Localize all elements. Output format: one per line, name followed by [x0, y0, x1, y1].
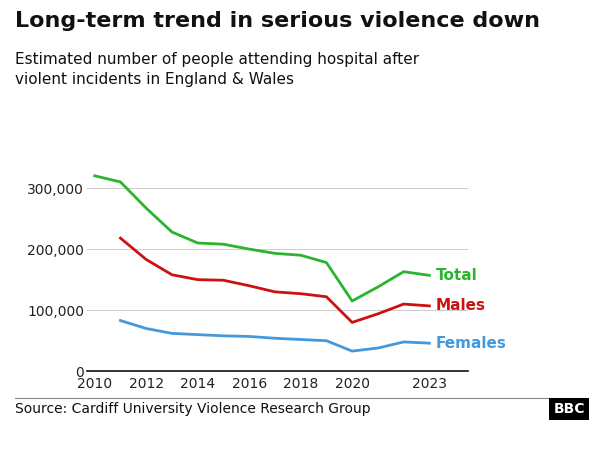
Text: Source: Cardiff University Violence Research Group: Source: Cardiff University Violence Rese… [15, 402, 371, 416]
Text: BBC: BBC [554, 402, 585, 416]
Text: Long-term trend in serious violence down: Long-term trend in serious violence down [15, 11, 540, 31]
Text: Total: Total [436, 268, 478, 283]
Text: Females: Females [436, 336, 506, 351]
Text: Estimated number of people attending hospital after
violent incidents in England: Estimated number of people attending hos… [15, 52, 419, 87]
Text: Males: Males [436, 298, 486, 313]
